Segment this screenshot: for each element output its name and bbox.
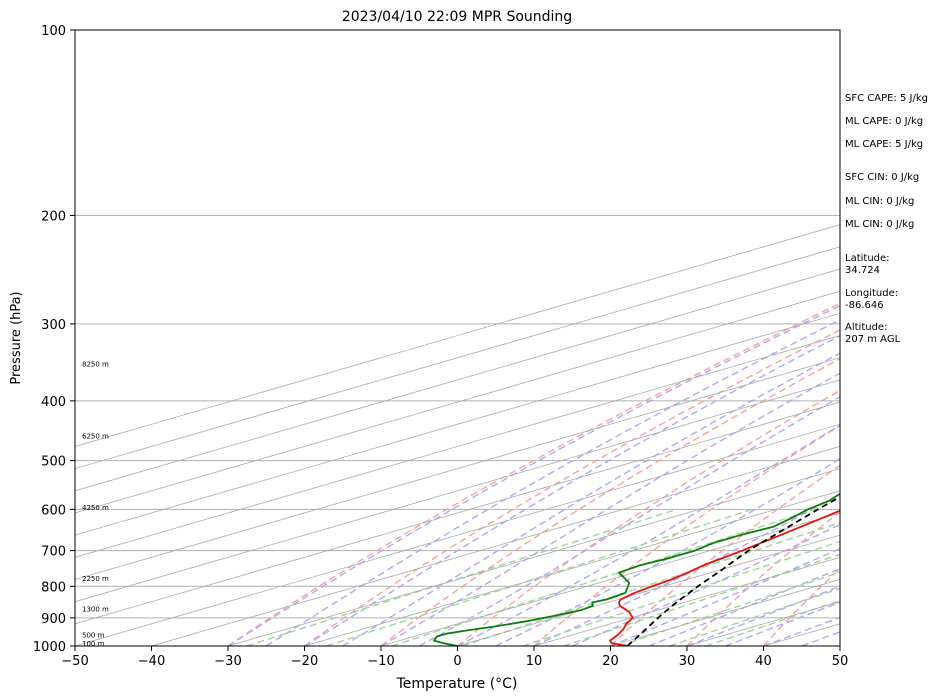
annotation-ml-cin-2: ML CIN: 0 J/kg (845, 219, 915, 230)
temperature-trace (609, 509, 840, 646)
plot-frame (74, 29, 841, 647)
moist-adiabat-line (342, 352, 840, 646)
mixing-ratio-line (522, 540, 840, 646)
isotherm-line (75, 224, 840, 447)
dry-adiabat-line (457, 389, 840, 646)
height-label: 8250 m (82, 361, 109, 369)
annotation-longitude: Longitude: -86.646 (845, 288, 899, 311)
x-tick-label: 50 (832, 654, 849, 669)
y-tick-label: 100 (41, 24, 66, 39)
mixing-ratio-line (391, 508, 815, 646)
y-tick-label: 500 (41, 455, 66, 470)
height-label: 2250 m (82, 575, 109, 583)
height-label: 100 m (82, 640, 105, 648)
mixing-ratio-line (246, 508, 678, 646)
height-label: 6250 m (82, 432, 109, 440)
annotation-ml-cape-1: ML CAPE: 0 J/kg (845, 116, 924, 127)
isotherm-line (75, 290, 840, 514)
mixing-ratio-line (326, 508, 753, 646)
parcel-trace (626, 495, 840, 646)
moist-adiabat-line (304, 335, 840, 646)
moist-adiabat-line (610, 547, 840, 646)
isotherms (75, 224, 840, 646)
annotation-ml-cape-2: ML CAPE: 5 J/kg (845, 139, 924, 150)
x-tick-label: 0 (453, 654, 461, 669)
mixing-ratio-line (669, 587, 840, 646)
y-axis-label: Pressure (hPa) (9, 291, 24, 384)
x-tick-label: 10 (526, 654, 543, 669)
annotation-sfc-cin: SFC CIN: 0 J/kg (845, 172, 920, 183)
y-tick-label: 1000 (33, 640, 66, 655)
isotherm-line (75, 335, 840, 558)
x-tick-label: 40 (755, 654, 772, 669)
dewpoint-trace (433, 492, 840, 646)
isotherm-line (75, 246, 840, 470)
isotherm-line (380, 512, 840, 646)
moist-adiabat-line (648, 567, 840, 646)
annotation-latitude: Latitude: 34.724 (845, 253, 890, 276)
y-axis: 100 200 300 400 500 600 700 800 900 1000 (33, 24, 75, 655)
annotation-sfc-cape: SFC CAPE: 5 J/kg (845, 93, 928, 104)
annotation-altitude: Altitude: 207 m AGL (845, 322, 901, 345)
moist-adiabat-line (418, 395, 840, 646)
y-tick-label: 200 (41, 209, 66, 224)
moist-adiabat-line (457, 424, 840, 646)
isotherm-line (75, 357, 840, 580)
y-tick-label: 800 (41, 580, 66, 595)
x-tick-label: 20 (602, 654, 619, 669)
height-label: 500 m (82, 632, 105, 640)
mixing-ratio-line (705, 599, 840, 646)
isotherm-line (227, 468, 840, 646)
annotation-ml-cin-1: ML CIN: 0 J/kg (845, 196, 915, 207)
moist-adiabat-line (533, 493, 840, 646)
isotherm-line (75, 268, 840, 492)
height-label: 4250 m (82, 504, 109, 512)
isotherm-line (75, 312, 840, 536)
x-tick-label: −20 (291, 654, 318, 669)
y-tick-label: 600 (41, 503, 66, 518)
moist-adiabat-line (265, 319, 840, 646)
x-tick-label: 30 (679, 654, 696, 669)
isotherm-line (75, 379, 840, 603)
y-tick-label: 700 (41, 545, 66, 560)
isotherm-line (75, 401, 840, 625)
dry-adiabat-line (610, 464, 840, 646)
dry-adiabat-line (762, 568, 840, 646)
chart-title: 2023/04/10 22:09 MPR Sounding (342, 9, 572, 25)
x-axis: −50 −40 −30 −20 −10 0 10 20 30 40 50 (61, 646, 848, 669)
mixing-ratio-line (563, 553, 840, 646)
moist-adiabat-line (227, 304, 840, 646)
y-tick-label: 400 (41, 395, 66, 410)
isotherm-line (304, 490, 840, 646)
isotherm-line (457, 534, 840, 646)
x-tick-label: −30 (214, 654, 241, 669)
isotherm-line (75, 423, 840, 646)
moist-adiabat-line (380, 372, 840, 646)
background-lines (75, 214, 840, 646)
x-axis-label: Temperature (°C) (396, 676, 518, 692)
x-tick-label: −50 (61, 654, 88, 669)
isotherm-line (151, 446, 840, 646)
mixing-ratio-line (461, 521, 840, 646)
x-tick-label: −40 (138, 654, 165, 669)
y-tick-label: 900 (41, 612, 66, 627)
sounding-traces (433, 492, 840, 646)
height-label: 1300 m (82, 606, 109, 614)
dry-adiabat-line (533, 424, 840, 646)
dry-adiabat-line (227, 302, 840, 646)
y-tick-label: 300 (41, 318, 66, 333)
x-tick-label: −10 (367, 654, 394, 669)
